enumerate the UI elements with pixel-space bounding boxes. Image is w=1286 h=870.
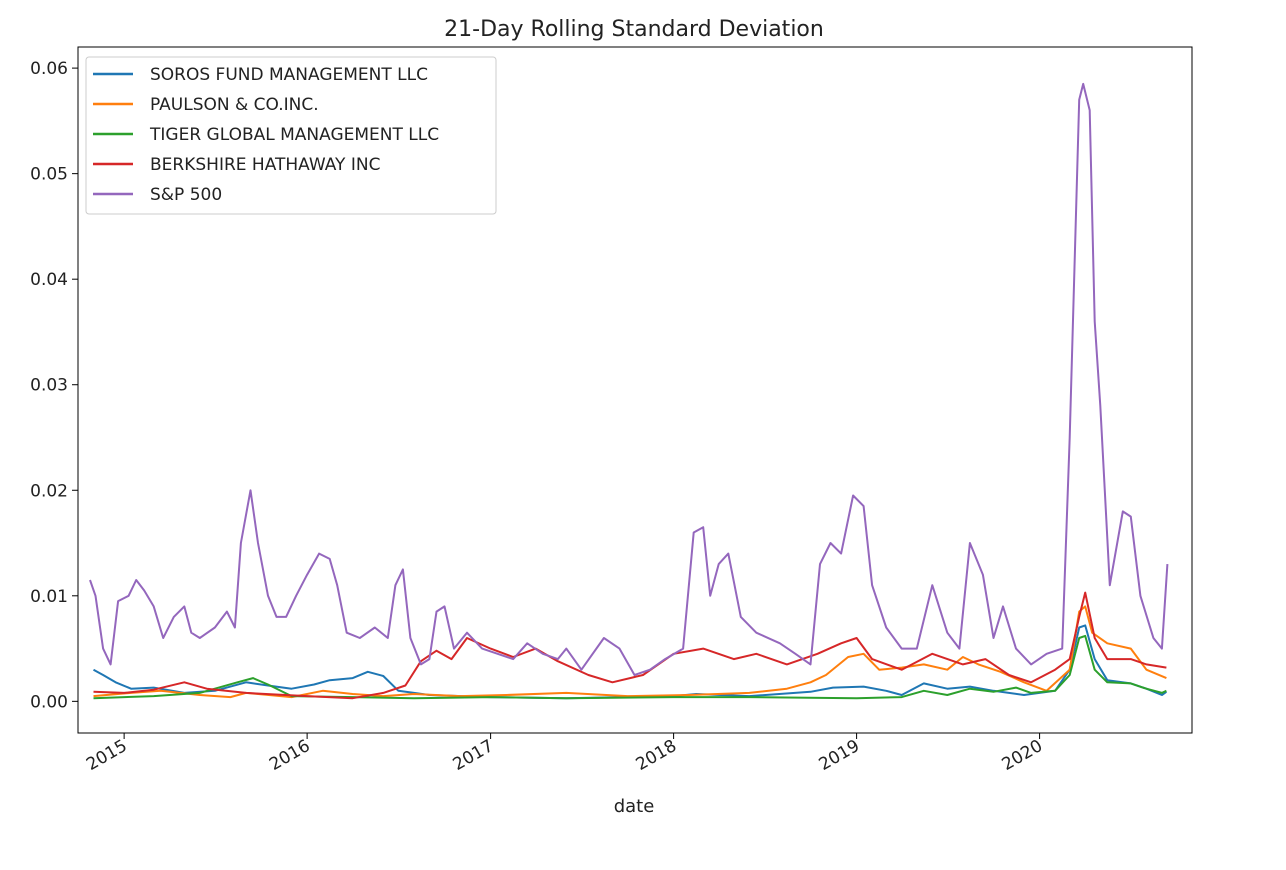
series-layer	[89, 82, 1169, 700]
x-tick-label: 2019	[816, 736, 863, 775]
legend-label: SOROS FUND MANAGEMENT LLC	[150, 65, 428, 85]
x-tick-label: 2020	[999, 736, 1046, 775]
y-tick-label: 0.05	[30, 165, 68, 185]
y-axis-ticks: 0.00 0.01 0.02 0.03 0.04 0.05 0.06	[30, 59, 78, 712]
series-line-3	[93, 634, 1167, 700]
x-tick-label: 2017	[450, 736, 497, 775]
series-line-4	[93, 591, 1167, 700]
x-tick-label: 2015	[83, 736, 130, 775]
x-tick-label: 2016	[266, 736, 313, 775]
y-tick-label: 0.06	[30, 59, 68, 79]
y-tick-label: 0.04	[30, 270, 68, 290]
y-tick-label: 0.02	[30, 481, 68, 501]
x-axis-ticks: 2015 2016 2017 2018 2019 2020	[83, 733, 1046, 775]
legend-label: TIGER GLOBAL MANAGEMENT LLC	[149, 125, 439, 145]
legend: SOROS FUND MANAGEMENT LLC PAULSON & CO.IN…	[85, 56, 497, 215]
legend-box	[85, 56, 497, 215]
chart-title: 21-Day Rolling Standard Deviation	[444, 17, 824, 42]
y-tick-label: 0.03	[30, 376, 68, 396]
y-tick-label: 0.01	[30, 587, 68, 607]
legend-label: S&P 500	[150, 185, 222, 205]
plot-area-frame	[77, 46, 1193, 734]
series-line-1	[93, 624, 1167, 700]
x-axis-label: date	[614, 796, 655, 817]
y-tick-label: 0.00	[30, 692, 68, 712]
x-tick-label: 2018	[633, 736, 680, 775]
series-line-5	[89, 82, 1169, 676]
legend-label: PAULSON & CO.INC.	[150, 95, 319, 115]
legend-label: BERKSHIRE HATHAWAY INC	[150, 155, 380, 175]
